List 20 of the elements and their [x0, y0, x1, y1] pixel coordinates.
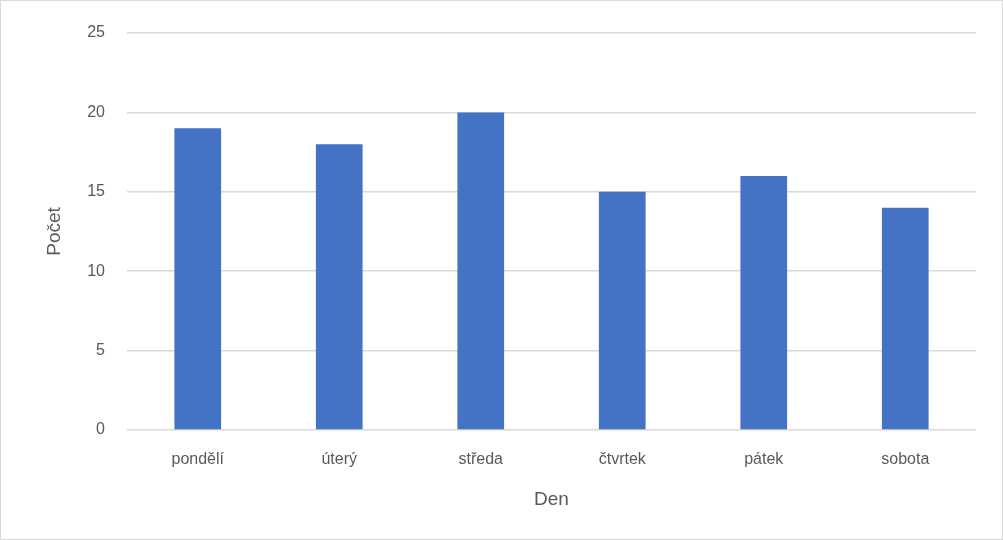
x-tick-label: sobota	[881, 450, 930, 468]
bar	[881, 207, 929, 430]
bar	[457, 112, 505, 430]
x-tick-label: čtvrtek	[598, 450, 647, 468]
bar	[598, 191, 646, 430]
y-tick-label: 10	[87, 261, 106, 279]
bar	[174, 128, 222, 430]
y-tick-label: 25	[87, 23, 106, 41]
y-axis-title: Počet	[42, 206, 64, 256]
y-tick-label: 0	[96, 420, 106, 438]
bar	[740, 175, 788, 430]
x-tick-label: pondělí	[171, 450, 225, 468]
y-tick-label: 5	[96, 341, 106, 359]
x-tick-label: středa	[458, 450, 504, 468]
x-axis-title: Den	[534, 487, 569, 509]
x-tick-label: pátek	[744, 450, 785, 468]
y-tick-label: 15	[87, 182, 106, 200]
x-tick-label: úterý	[321, 450, 358, 468]
y-tick-label: 20	[87, 102, 106, 120]
bar	[315, 144, 363, 430]
